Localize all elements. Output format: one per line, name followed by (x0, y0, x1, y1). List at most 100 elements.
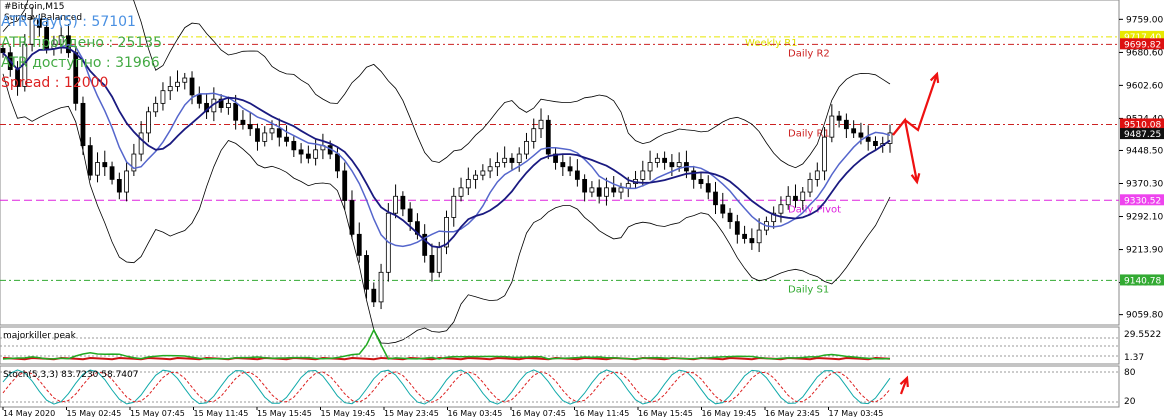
atr-available-label: ATR доступно : 31966 (1, 55, 160, 71)
candle-body (858, 132, 864, 138)
candle-body (814, 170, 820, 180)
bollinger-lower (2, 73, 891, 344)
bollinger-bands (2, 0, 891, 344)
time-tick-label: 15 May 07:45 (130, 409, 185, 417)
price-tick-label: 9680.60 (1126, 48, 1163, 58)
candle-body (807, 178, 813, 193)
candle-body (153, 102, 159, 113)
candle-body (734, 221, 740, 235)
candle-body (887, 132, 893, 144)
candle-body (756, 229, 762, 244)
candle-body (662, 157, 668, 163)
ma-slow-line (2, 46, 891, 249)
peak-red-line (2, 356, 891, 361)
candle-body (545, 119, 551, 155)
candle-body (560, 162, 566, 168)
candle-body (531, 128, 537, 142)
stochastic-label: Stoch(5,3,3) 83.7230 58.7407 (3, 370, 138, 380)
candle-body (102, 162, 108, 168)
candle-body (698, 178, 704, 185)
candle-body (269, 128, 275, 134)
candle-body (873, 140, 878, 147)
candle-body (567, 166, 573, 172)
price-tag-label-1: 9699.82 (1124, 40, 1161, 50)
bollinger-upper (2, 0, 891, 169)
candle-body (771, 212, 777, 223)
peak-tick-label: 1.37 (1124, 353, 1144, 363)
price-tag-5 (1120, 274, 1164, 286)
candle-body (29, 18, 35, 45)
price-tick-label: 9059.80 (1126, 311, 1163, 321)
candle-body (146, 111, 151, 134)
candle-body (175, 81, 180, 87)
candle-body (509, 157, 515, 163)
candle-body (494, 162, 500, 168)
candle-body (727, 212, 733, 223)
candle-body (720, 204, 726, 214)
time-tick-label: 16 May 15:45 (638, 409, 693, 417)
price-axis: 9759.009680.609602.609524.409448.509370.… (1119, 15, 1163, 407)
candle-body (378, 271, 384, 303)
stoch-main-line (2, 369, 891, 405)
candle-body (298, 149, 304, 155)
candle-body (160, 90, 166, 104)
level-label-2: Daily R1 (788, 128, 830, 139)
peak-tick-label: 29.5522 (1124, 330, 1161, 340)
candle-body (851, 128, 857, 134)
level-label-4: Daily S1 (788, 284, 829, 295)
time-tick-label: 16 May 23:45 (765, 409, 820, 417)
candle-body (865, 136, 871, 142)
price-tag-label-4: 9330.52 (1124, 196, 1161, 206)
price-tick-label: 9448.50 (1126, 146, 1163, 156)
candle-body (233, 102, 239, 121)
arrow-up-head (929, 71, 940, 84)
candle-body (582, 178, 588, 193)
candle-body (36, 18, 42, 28)
candle-body (451, 195, 457, 218)
price-tick-label: 9292.10 (1126, 213, 1163, 223)
time-tick-label: 15 May 19:45 (321, 409, 376, 417)
candle-body (465, 178, 471, 189)
candle-body (480, 170, 486, 176)
candle-body (436, 246, 442, 273)
atr-day-label: ATR day(5) : 57101 (1, 14, 136, 30)
candle-body (589, 187, 595, 193)
arrow-down (892, 117, 919, 183)
level-label-3: Daily Pivot (788, 204, 841, 215)
price-tag-1 (1120, 38, 1164, 50)
peak-indicator-label: majorkiller peak (3, 331, 77, 341)
price-tag-2 (1120, 118, 1164, 130)
candle-body (247, 124, 253, 130)
price-tag-4 (1120, 194, 1164, 206)
stoch-tick-label: 20 (1124, 397, 1136, 407)
stochastic-lines (0, 369, 1119, 405)
price-tag-3 (1120, 128, 1164, 140)
stoch-signal-line (2, 371, 891, 403)
arrow-stoch-up-head (899, 375, 909, 388)
candle-body (131, 153, 137, 172)
candle-body (218, 98, 224, 108)
candle-body (793, 195, 798, 201)
candle-body (95, 162, 100, 176)
price-tick-label: 9213.90 (1126, 246, 1163, 256)
candle-body (400, 195, 406, 210)
candle-body (524, 140, 529, 155)
candle-body (822, 136, 827, 172)
main-chart-panel[interactable] (0, 0, 1120, 326)
candle-body (487, 166, 493, 172)
candle-body (371, 288, 377, 303)
candle-body (356, 233, 362, 256)
spread-label: Spread : 12000 (1, 75, 108, 91)
candle-body (393, 195, 399, 214)
ma-fast-line (2, 44, 891, 248)
arrow-stoch-up (899, 377, 909, 395)
time-tick-label: 16 May 11:45 (575, 409, 630, 417)
candle-body (44, 26, 50, 49)
price-tag-label-0: 9717.40 (1124, 33, 1161, 43)
price-tag-0 (1120, 30, 1164, 42)
candle-body (407, 208, 413, 223)
candle-body (458, 187, 464, 197)
